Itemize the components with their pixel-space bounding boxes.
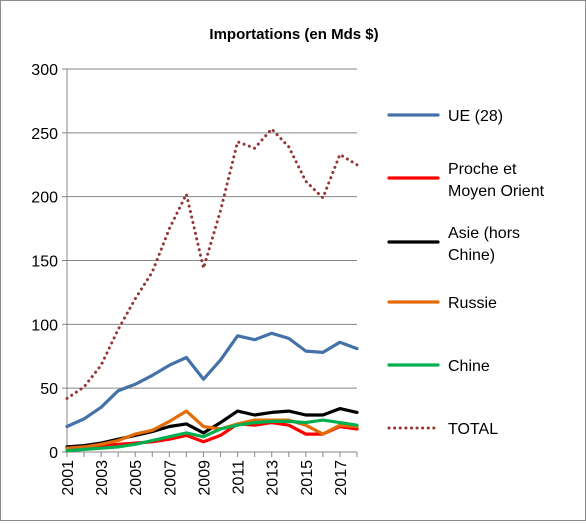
y-tick-label: 300	[31, 62, 58, 79]
x-tick-label: 2005	[128, 460, 145, 496]
series-line-1	[65, 421, 359, 450]
series-line-0	[65, 331, 359, 429]
legend-label: TOTAL	[448, 421, 498, 438]
legend-label: Chine	[448, 358, 490, 375]
x-tick-label: 2009	[196, 460, 213, 496]
y-tick-label: 150	[31, 254, 58, 271]
series-line-4	[65, 418, 359, 453]
legend-label: UE (28)	[448, 108, 503, 125]
y-axis-ticks: 0 50 100 150 200 250 300	[31, 62, 67, 462]
y-tick-label: 200	[31, 190, 58, 207]
y-tick-label: 250	[31, 126, 58, 143]
x-tick-label: 2007	[162, 460, 179, 496]
y-tick-label: 100	[31, 317, 58, 334]
series-line-5	[65, 127, 359, 400]
series-lines	[65, 127, 359, 453]
legend-label: Russie	[448, 295, 497, 312]
series-line-3	[65, 409, 359, 450]
gridlines	[67, 68, 357, 389]
x-tick-label: 2003	[94, 460, 111, 496]
x-tick-label: 2011	[231, 460, 248, 495]
legend-label: Proche et Moyen Orient	[448, 161, 545, 200]
legend: UE (28) Proche et Moyen Orient Asie (hors Ch…	[387, 108, 545, 438]
x-tick-label: 2013	[265, 460, 282, 496]
legend-label: Asie (hors Chine)	[448, 225, 520, 264]
x-tick-label: 2017	[333, 460, 350, 496]
y-tick-label: 50	[40, 381, 58, 398]
chart-title: Importations (en Mds $)	[209, 26, 378, 43]
y-tick-label: 0	[49, 445, 58, 462]
x-tick-label: 2001	[60, 460, 77, 496]
x-axis-ticks: 2001 2003 2005 2007 2009 2011 2013 2015 2017	[60, 452, 358, 496]
x-tick-label: 2015	[299, 460, 316, 496]
